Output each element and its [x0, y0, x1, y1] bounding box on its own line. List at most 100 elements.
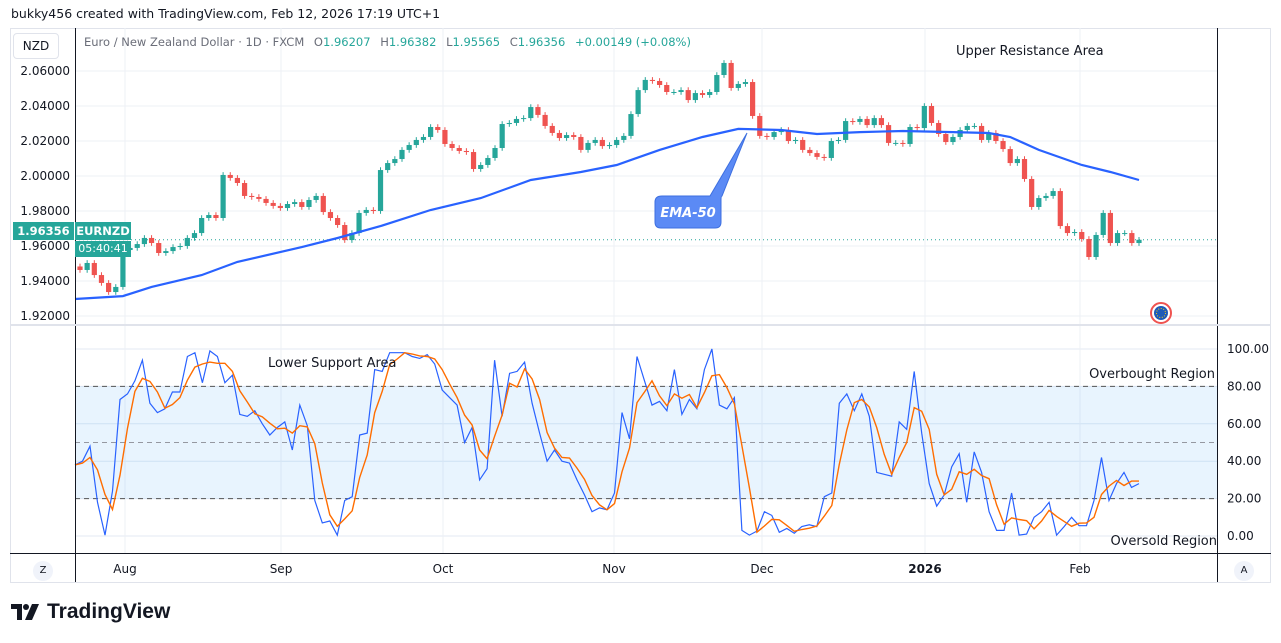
close-label: C	[509, 35, 518, 49]
candle	[921, 103, 927, 131]
stochastic-axis[interactable]: 100.00 80.00 60.00 40.00 20.00 0.00	[1227, 342, 1269, 543]
stochastic-tick-label: 80.00	[1227, 379, 1261, 393]
candle	[771, 129, 777, 140]
change-value: +0.00149 (+0.08%)	[574, 35, 691, 49]
candle-body	[106, 282, 112, 293]
candle-body	[470, 152, 477, 169]
candle-body	[807, 149, 813, 154]
candle-body	[77, 266, 83, 270]
candle	[521, 115, 527, 122]
candle	[1050, 188, 1056, 199]
candle-body	[413, 139, 419, 146]
ema-callout[interactable]: EMA-50	[654, 132, 748, 229]
candle	[1107, 210, 1113, 246]
candle	[964, 123, 970, 133]
candle-body	[134, 244, 140, 248]
candle	[156, 240, 162, 256]
candle-body	[213, 215, 219, 218]
candle-body	[964, 125, 970, 130]
eu-flag-icon[interactable]	[1150, 302, 1172, 324]
candle	[914, 124, 920, 131]
candle	[1000, 138, 1006, 152]
candle	[1072, 229, 1078, 236]
candle	[707, 89, 713, 98]
candle-body	[342, 225, 348, 241]
candle	[1093, 232, 1099, 260]
candle	[277, 203, 283, 211]
candle	[513, 116, 520, 126]
candle-body	[528, 107, 534, 119]
candle	[1079, 229, 1085, 242]
candle	[406, 142, 412, 153]
candle	[871, 115, 877, 128]
candle-body	[986, 132, 992, 140]
candle	[320, 193, 326, 215]
symbol-legend: Euro / New Zealand Dollar · 1D · FXCM O1…	[84, 35, 691, 49]
candle	[1007, 146, 1013, 166]
candle-body	[585, 142, 591, 150]
candle	[435, 124, 441, 133]
candle	[1086, 236, 1092, 260]
candle-body	[249, 195, 255, 197]
candle-body	[757, 115, 763, 136]
candle-body	[334, 218, 341, 225]
candle	[549, 123, 555, 136]
candle-body	[1036, 198, 1042, 207]
auto-scale-button[interactable]: A	[1234, 561, 1254, 581]
candle	[1021, 156, 1028, 182]
candle-body	[327, 212, 334, 218]
tradingview-logo-icon	[11, 604, 39, 620]
candle-body	[578, 136, 584, 150]
candle-body	[814, 153, 820, 157]
candle-body	[1021, 159, 1028, 179]
candle-body	[191, 233, 198, 238]
candle-body	[363, 209, 369, 213]
ema-callout-text: EMA-50	[660, 206, 715, 221]
high-label: H	[380, 35, 389, 49]
candle	[893, 140, 899, 146]
candle	[757, 113, 763, 139]
candle	[728, 60, 734, 91]
candle-body	[356, 212, 362, 234]
currency-button[interactable]: NZD	[13, 33, 59, 59]
candle	[334, 215, 341, 228]
candle	[642, 77, 648, 93]
candle	[750, 79, 756, 119]
candle-body	[1136, 239, 1142, 244]
candle	[699, 90, 706, 98]
time-tick-label: Oct	[433, 562, 454, 576]
candle-body	[170, 247, 176, 252]
candle-body	[292, 202, 298, 204]
candle	[821, 154, 827, 161]
candle-body	[599, 139, 605, 147]
stochastic-tick-label: 100.00	[1227, 342, 1269, 356]
instrument-name[interactable]: Euro / New Zealand Dollar · 1D · FXCM	[84, 35, 305, 49]
candle	[77, 263, 83, 273]
time-axis[interactable]: Aug Sep Oct Nov Dec 2026 Feb	[113, 562, 1090, 576]
candle	[1057, 188, 1063, 229]
candle	[220, 172, 226, 221]
candle-body	[750, 82, 756, 116]
high-value: 1.96382	[388, 35, 437, 49]
candle	[306, 197, 312, 210]
candle	[327, 209, 334, 221]
candle	[470, 149, 477, 172]
candle	[363, 207, 369, 216]
candle-body	[284, 204, 291, 209]
candle-body	[277, 205, 283, 209]
candle-body	[900, 142, 906, 144]
candle-body	[199, 218, 205, 234]
price-tick-label: 1.92000	[20, 309, 70, 323]
zoom-button[interactable]: Z	[33, 561, 53, 581]
price-axis[interactable]: 2.06000 2.04000 2.02000 2.00000 1.98000 1.960…	[20, 64, 70, 323]
candle	[714, 72, 720, 95]
candle-body	[456, 148, 462, 151]
candle	[685, 87, 691, 103]
candle	[113, 284, 119, 295]
tradingview-logo[interactable]: TradingView	[11, 600, 170, 624]
candle	[735, 81, 741, 91]
candle	[528, 104, 534, 121]
candle-body	[263, 198, 269, 203]
candle-body	[950, 136, 956, 143]
